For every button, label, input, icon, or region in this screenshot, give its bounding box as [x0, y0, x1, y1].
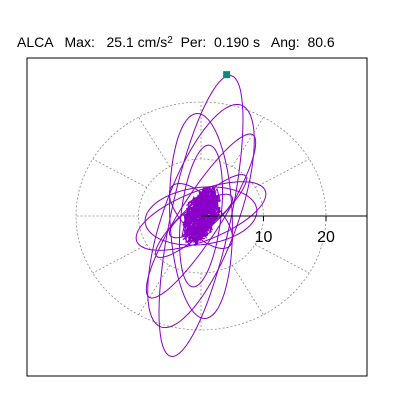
grid-spoke [254, 158, 310, 188]
plot-frame [26, 57, 368, 377]
grid-spoke [92, 158, 148, 188]
peak-marker [223, 71, 231, 79]
ang-value: 80.6 [307, 34, 335, 50]
grid-spoke [254, 244, 310, 274]
per-label: Per: [180, 34, 207, 50]
motion-loop [147, 103, 255, 329]
grid-spoke [231, 265, 264, 315]
axis-ticks: 10 20 [255, 216, 335, 246]
grid-spoke [231, 117, 264, 167]
grid-spoke [138, 117, 171, 167]
ang-label: Ang: [270, 34, 300, 50]
x-tick-label: 20 [317, 229, 335, 246]
motion-center-tangle [181, 185, 222, 247]
motion-loop [135, 181, 267, 251]
motion-loop [155, 174, 247, 258]
motion-trace [135, 75, 267, 357]
grid-spoke [92, 244, 148, 274]
chart-title: ALCA Max: 25.1 cm/s2 Per: 0.190 s Ang: 8… [10, 18, 335, 50]
max-value: 25.1 [106, 34, 134, 50]
max-unit-exponent: 2 [167, 35, 173, 46]
max-label: Max: [64, 34, 95, 50]
grid-spoke [138, 265, 171, 315]
motion-loop [158, 75, 244, 357]
motion-loop [145, 133, 257, 299]
x-tick-label: 10 [255, 229, 273, 246]
motion-loop [169, 112, 233, 320]
max-unit: cm/s [137, 34, 168, 50]
per-value: 0.190 s [214, 34, 260, 50]
station-code: ALCA [17, 34, 53, 50]
